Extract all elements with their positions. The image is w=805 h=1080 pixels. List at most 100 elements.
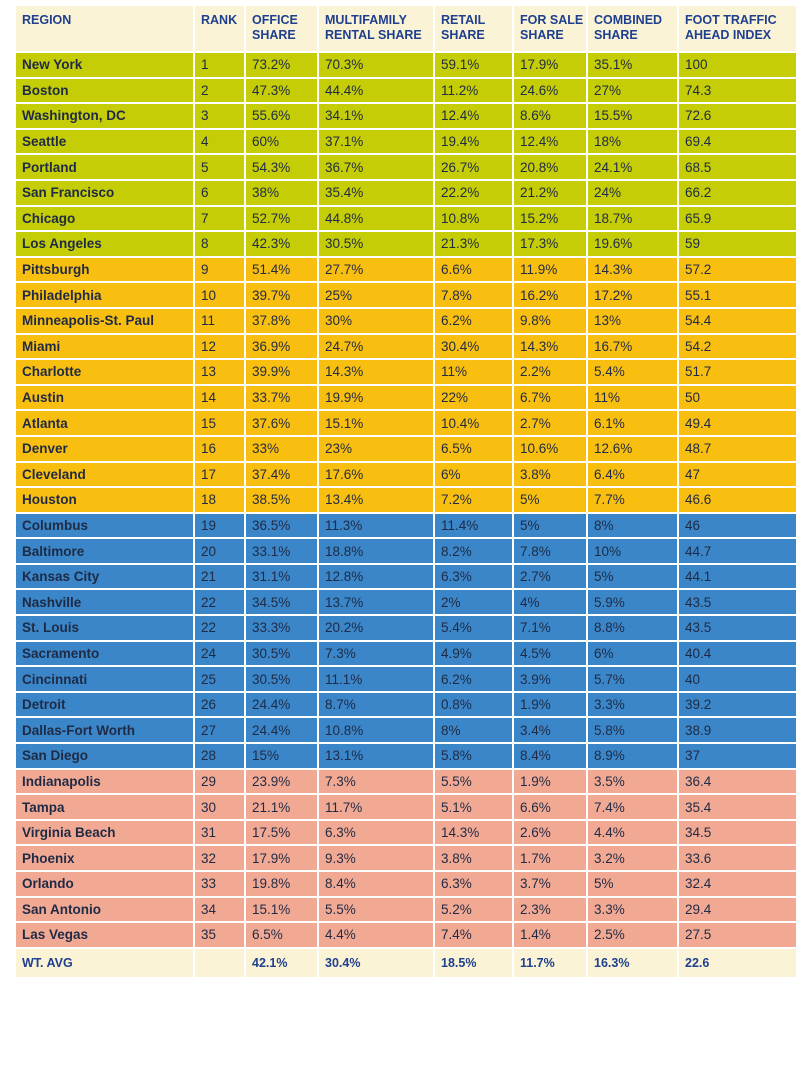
table-row: Seattle 4 60% 37.1% 19.4% 12.4% 18% 69.4 bbox=[16, 128, 796, 156]
cell-for-sale-share: 2.2% bbox=[513, 359, 588, 386]
cell-rank: 16 bbox=[194, 435, 246, 463]
cell-office-share: 15% bbox=[245, 743, 319, 770]
cell-foot-traffic-index: 34.5 bbox=[678, 819, 796, 847]
cell-for-sale-share: 1.9% bbox=[513, 768, 588, 796]
cell-rank: 32 bbox=[194, 845, 246, 872]
footer-rank bbox=[194, 947, 246, 979]
cell-retail-share: 10.8% bbox=[434, 205, 514, 233]
cell-foot-traffic-index: 68.5 bbox=[678, 154, 796, 181]
cell-retail-share: 11.2% bbox=[434, 77, 514, 105]
cell-for-sale-share: 1.4% bbox=[513, 922, 588, 949]
cell-office-share: 33.7% bbox=[245, 384, 319, 412]
cell-office-share: 19.8% bbox=[245, 871, 319, 898]
cell-combined-share: 5.9% bbox=[587, 589, 679, 617]
header-rank: RANK bbox=[194, 6, 246, 53]
cell-office-share: 33.3% bbox=[245, 615, 319, 642]
cell-foot-traffic-index: 54.2 bbox=[678, 333, 796, 361]
table-row: Orlando 33 19.8% 8.4% 6.3% 3.7% 5% 32.4 bbox=[16, 871, 796, 898]
cell-region: Washington, DC bbox=[16, 103, 195, 130]
footer-retail-share: 18.5% bbox=[434, 947, 514, 979]
cell-for-sale-share: 8.6% bbox=[513, 103, 588, 130]
cell-retail-share: 22.2% bbox=[434, 179, 514, 207]
footer-multifamily-share: 30.4% bbox=[318, 947, 435, 979]
cell-retail-share: 6.6% bbox=[434, 256, 514, 284]
cell-rank: 21 bbox=[194, 563, 246, 591]
cell-for-sale-share: 17.9% bbox=[513, 52, 588, 79]
cell-region: Nashville bbox=[16, 589, 195, 617]
cell-rank: 20 bbox=[194, 538, 246, 565]
cell-foot-traffic-index: 43.5 bbox=[678, 615, 796, 642]
cell-combined-share: 7.7% bbox=[587, 487, 679, 514]
cell-retail-share: 19.4% bbox=[434, 128, 514, 156]
cell-retail-share: 0.8% bbox=[434, 691, 514, 719]
table-row: Los Angeles 8 42.3% 30.5% 21.3% 17.3% 19.6% 59 bbox=[16, 231, 796, 258]
cell-foot-traffic-index: 47 bbox=[678, 461, 796, 489]
cell-foot-traffic-index: 49.4 bbox=[678, 410, 796, 437]
cell-rank: 29 bbox=[194, 768, 246, 796]
cell-region: Cincinnati bbox=[16, 666, 195, 693]
header-retail-share: RETAIL SHARE bbox=[434, 6, 514, 53]
cell-rank: 2 bbox=[194, 77, 246, 105]
cell-region: Las Vegas bbox=[16, 922, 195, 949]
cell-foot-traffic-index: 51.7 bbox=[678, 359, 796, 386]
cell-region: Orlando bbox=[16, 871, 195, 898]
cell-for-sale-share: 15.2% bbox=[513, 205, 588, 233]
cell-for-sale-share: 3.7% bbox=[513, 871, 588, 898]
cell-multifamily-share: 11.3% bbox=[318, 512, 435, 540]
cell-for-sale-share: 6.6% bbox=[513, 794, 588, 821]
cell-foot-traffic-index: 27.5 bbox=[678, 922, 796, 949]
table-body: New York 1 73.2% 70.3% 59.1% 17.9% 35.1% 100 Bos… bbox=[16, 52, 796, 949]
cell-rank: 1 bbox=[194, 52, 246, 79]
cell-multifamily-share: 8.7% bbox=[318, 691, 435, 719]
cell-rank: 6 bbox=[194, 179, 246, 207]
cell-combined-share: 8% bbox=[587, 512, 679, 540]
cell-multifamily-share: 17.6% bbox=[318, 461, 435, 489]
cell-region: Philadelphia bbox=[16, 282, 195, 309]
cell-retail-share: 5.4% bbox=[434, 615, 514, 642]
footer-region: WT. AVG bbox=[16, 947, 195, 979]
cell-rank: 24 bbox=[194, 640, 246, 668]
table-row: Las Vegas 35 6.5% 4.4% 7.4% 1.4% 2.5% 27.5 bbox=[16, 922, 796, 949]
cell-retail-share: 5.5% bbox=[434, 768, 514, 796]
foot-traffic-table-container: REGION RANK OFFICE SHARE MULTIFAMILY REN… bbox=[16, 6, 796, 979]
cell-combined-share: 5.8% bbox=[587, 717, 679, 745]
table-row: Nashville 22 34.5% 13.7% 2% 4% 5.9% 43.5 bbox=[16, 589, 796, 617]
cell-region: St. Louis bbox=[16, 615, 195, 642]
cell-foot-traffic-index: 46 bbox=[678, 512, 796, 540]
cell-region: Baltimore bbox=[16, 538, 195, 565]
cell-retail-share: 6.3% bbox=[434, 871, 514, 898]
cell-retail-share: 7.2% bbox=[434, 487, 514, 514]
cell-foot-traffic-index: 35.4 bbox=[678, 794, 796, 821]
cell-rank: 7 bbox=[194, 205, 246, 233]
cell-combined-share: 5% bbox=[587, 563, 679, 591]
cell-region: Dallas-Fort Worth bbox=[16, 717, 195, 745]
table-row: Philadelphia 10 39.7% 25% 7.8% 16.2% 17.2% 55.1 bbox=[16, 282, 796, 309]
cell-combined-share: 5.4% bbox=[587, 359, 679, 386]
cell-retail-share: 7.4% bbox=[434, 922, 514, 949]
cell-office-share: 15.1% bbox=[245, 896, 319, 924]
cell-office-share: 6.5% bbox=[245, 922, 319, 949]
cell-for-sale-share: 2.6% bbox=[513, 819, 588, 847]
header-combined-share: COMBINED SHARE bbox=[587, 6, 679, 53]
cell-office-share: 37.4% bbox=[245, 461, 319, 489]
cell-multifamily-share: 7.3% bbox=[318, 768, 435, 796]
cell-for-sale-share: 10.6% bbox=[513, 435, 588, 463]
table-row: Sacramento 24 30.5% 7.3% 4.9% 4.5% 6% 40.4 bbox=[16, 640, 796, 668]
cell-combined-share: 6.4% bbox=[587, 461, 679, 489]
footer-for-sale-share: 11.7% bbox=[513, 947, 588, 979]
cell-office-share: 39.9% bbox=[245, 359, 319, 386]
cell-combined-share: 27% bbox=[587, 77, 679, 105]
cell-combined-share: 12.6% bbox=[587, 435, 679, 463]
cell-foot-traffic-index: 29.4 bbox=[678, 896, 796, 924]
cell-retail-share: 26.7% bbox=[434, 154, 514, 181]
cell-multifamily-share: 15.1% bbox=[318, 410, 435, 437]
cell-foot-traffic-index: 40.4 bbox=[678, 640, 796, 668]
cell-office-share: 39.7% bbox=[245, 282, 319, 309]
table-row: Baltimore 20 33.1% 18.8% 8.2% 7.8% 10% 44.7 bbox=[16, 538, 796, 565]
cell-rank: 35 bbox=[194, 922, 246, 949]
cell-foot-traffic-index: 100 bbox=[678, 52, 796, 79]
cell-region: New York bbox=[16, 52, 195, 79]
cell-combined-share: 7.4% bbox=[587, 794, 679, 821]
cell-office-share: 38% bbox=[245, 179, 319, 207]
cell-office-share: 24.4% bbox=[245, 717, 319, 745]
